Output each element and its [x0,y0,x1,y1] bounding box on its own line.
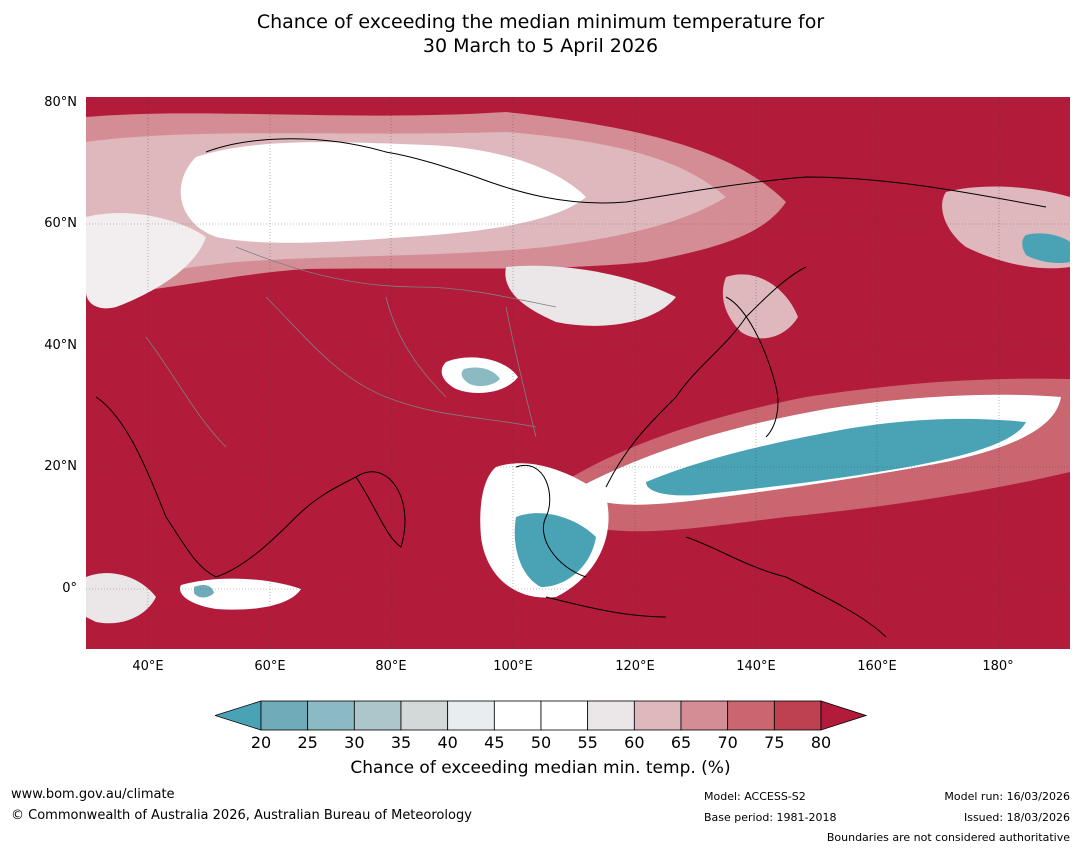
graticule [86,97,1070,649]
pacific-teal-band [646,418,1026,496]
colorbar-tick-label: 25 [297,733,318,752]
copyright-text: © Commonwealth of Australia 2026, Austra… [11,808,472,823]
colorbar-segment [307,700,355,731]
lon-label-40e: 40°E [132,659,164,674]
lat-label-40n: 40°N [44,338,77,353]
colorbar-segment [727,700,775,731]
issued-text: Issued: 18/03/2026 [963,811,1070,824]
colorbar-tick-label: 35 [390,733,412,752]
lon-label-120e: 120°E [615,659,655,674]
map-title: Chance of exceeding the median minimum t… [0,10,1081,58]
colorbar-segment [633,700,682,731]
colorbar-segment [493,700,542,731]
colorbar-segment [587,700,635,731]
lon-label-60e: 60°E [254,659,286,674]
ural-white-area [86,213,206,309]
siberia-white-area [180,142,587,243]
lon-label-100e: 100°E [493,659,533,674]
colorbar-segments [215,700,867,731]
colorbar-extend-high [820,700,867,731]
lon-label-160e: 160°E [857,659,897,674]
east-africa-white [86,573,156,624]
colorbar-extend-low [215,700,262,731]
colorbar-tick-label: 20 [250,733,272,752]
forecast-map [86,97,1070,649]
colorbar-tick-label: 55 [577,733,598,752]
coastlines [95,138,1047,638]
colorbar-segment [773,700,822,731]
boundaries-note: Boundaries are not considered authoritat… [826,831,1070,844]
colorbar-segment [353,700,402,731]
country-boundaries [145,246,557,448]
model-text: Model: ACCESS-S2 [704,790,806,803]
colorbar-segment [260,700,309,731]
colorbar-tick-label: 45 [484,733,505,752]
colorbar-tick-label: 30 [344,733,365,752]
bering-teal-patch [1022,233,1070,264]
colorbar-tick-label: 40 [437,733,458,752]
model-run-text: Model run: 16/03/2026 [944,790,1070,803]
colorbar-tick-label: 60 [624,733,645,752]
tibet-patch-teal [461,367,500,387]
lat-label-60n: 60°N [44,216,77,231]
lat-label-80n: 80°N [44,95,77,110]
colorbar-tick-label: 65 [670,733,692,752]
colorbar-segment [680,700,729,731]
mongolia-light-patch [505,265,676,326]
lat-label-0: 0° [62,581,77,596]
lon-label-80e: 80°E [375,659,407,674]
colorbar-tick-label: 70 [717,733,738,752]
colorbar-tick-label: 50 [530,733,552,752]
map-title-line2: 30 March to 5 April 2026 [422,35,659,57]
map-title-line1: Chance of exceeding the median minimum t… [256,11,825,33]
colorbar-label: Chance of exceeding median min. temp. (%… [350,758,731,778]
map-canvas [86,97,1070,649]
colorbar-segment [540,700,589,731]
website-link[interactable]: www.bom.gov.au/climate [11,787,175,802]
colorbar [215,700,867,731]
arabian-sea-white [180,578,301,610]
arabian-sea-teal [194,585,214,598]
lat-label-20n: 20°N [44,459,77,474]
lon-label-140e: 140°E [736,659,776,674]
colorbar-segment [400,700,449,731]
lon-label-180: 180° [982,659,1014,674]
colorbar-segment [447,700,495,731]
colorbar-tick-label: 80 [810,733,832,752]
south-china-sea-teal [514,513,596,587]
colorbar-tick-label: 75 [764,733,785,752]
base-period-text: Base period: 1981-2018 [704,811,837,824]
